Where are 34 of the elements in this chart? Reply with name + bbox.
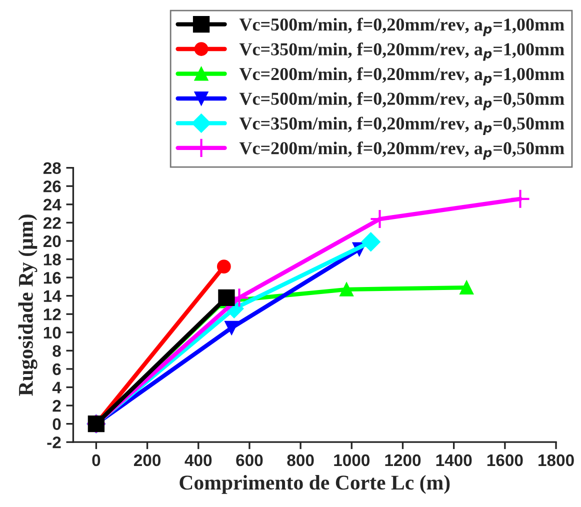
x-tick-label: 1800 (538, 454, 574, 466)
x-tick-label: 1400 (436, 454, 472, 466)
x-tick-label: 600 (236, 454, 263, 466)
y-tick-label: 0 (52, 418, 61, 430)
x-tick-label: 200 (134, 454, 161, 466)
legend-label: Vc=200m/min, f=0,20mm/rev, a$_{p}$=1,00mm (239, 67, 564, 86)
legend-label: Vc=200m/min, f=0,20mm/rev, a$_{p}$=0,50mm (239, 141, 564, 160)
y-tick-label: 28 (43, 162, 61, 174)
x-axis-title: Comprimento de Corte Lc (m) (180, 475, 450, 494)
x-tick-label: 1000 (334, 454, 370, 466)
legend-label: Vc=350m/min, f=0,20mm/rev, a$_{p}$=0,50mm (239, 116, 564, 136)
y-tick-label: 26 (43, 180, 61, 192)
y-tick-label: 12 (44, 308, 61, 320)
x-tick-label: 800 (287, 454, 314, 466)
y-tick-label: 2 (52, 400, 61, 412)
x-tick-label: 1200 (385, 454, 421, 466)
x-tick-label: 1600 (487, 454, 523, 466)
y-tick-label: 8 (52, 345, 61, 357)
y-tick-label: -2 (47, 436, 61, 448)
y-axis-title: Rugosidade Ry (µm) (18, 214, 38, 396)
y-tick-label: 6 (52, 363, 61, 376)
y-tick-label: 10 (44, 326, 61, 339)
legend-label: Vc=500m/min, f=0,20mm/rev, a$_{p}$=0,50mm (239, 92, 564, 110)
y-tick-label: 22 (43, 217, 61, 229)
y-tick-label: 24 (43, 198, 62, 210)
y-tick-label: 16 (44, 272, 61, 284)
legend-label: Vc=500m/min, f=0,20mm/rev, a$_{p}$=1,00mm (239, 18, 564, 36)
x-tick-label: 400 (184, 454, 212, 466)
legend-label: Vc=350m/min, f=0,20mm/rev, a$_{p}$=1,00mm (239, 42, 564, 61)
y-tick-label: 4 (52, 382, 62, 394)
y-tick-label: 18 (44, 254, 61, 266)
y-tick-label: 20 (43, 235, 61, 248)
y-tick-label: 14 (44, 290, 62, 302)
x-tick-label: 0 (92, 454, 100, 466)
